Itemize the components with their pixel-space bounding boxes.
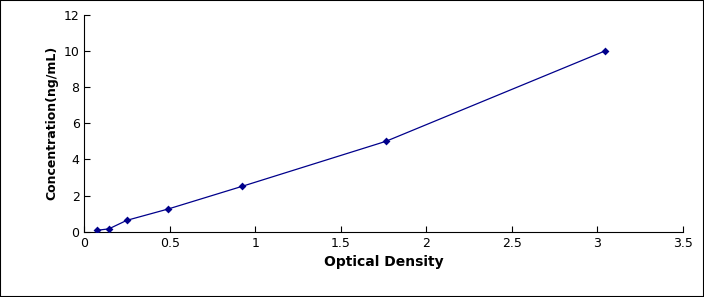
Point (121, 218, 132, 223)
Point (163, 207, 174, 211)
Point (103, 227, 115, 231)
Point (599, 49, 610, 53)
Point (92, 228, 103, 233)
Point (380, 139, 391, 144)
X-axis label: Optical Density: Optical Density (324, 255, 444, 269)
Y-axis label: Concentration(ng/mL): Concentration(ng/mL) (45, 46, 58, 200)
Point (236, 184, 247, 189)
